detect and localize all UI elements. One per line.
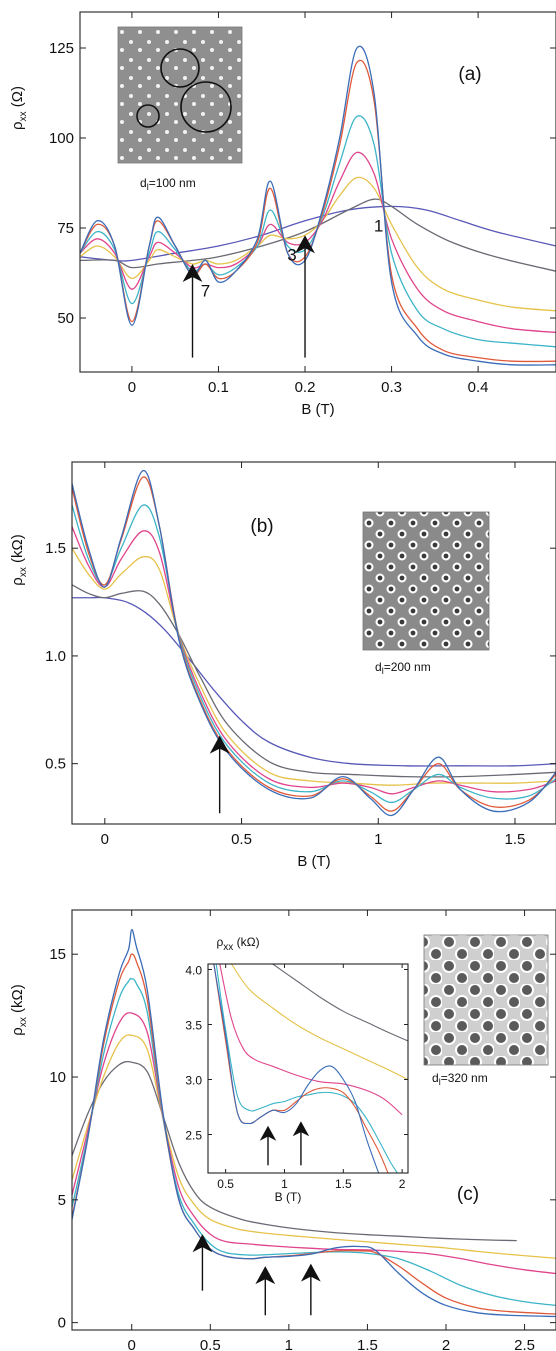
panel-b-xtick-label: 1 <box>374 831 382 848</box>
panel-a-series-group <box>80 45 556 366</box>
panel-a-series-line-7 <box>80 205 556 262</box>
panel-a-tag: (a) <box>458 64 481 85</box>
panel-c-inset-ytick-label: 3.5 <box>185 1019 202 1033</box>
panel-a-ytick-label: 75 <box>57 220 74 237</box>
panel-c-arrow <box>300 1263 321 1316</box>
panel-c-frame <box>71 909 556 1331</box>
panel-a-series-line-6 <box>80 198 556 272</box>
panel-a-frame <box>79 11 556 373</box>
panel-c-inset-series-line-4 <box>219 964 403 1116</box>
panel-c-xtick-label: 2 <box>442 1337 450 1351</box>
panel-c-arrow <box>192 1234 213 1291</box>
panel-c-ytick-label: 15 <box>49 946 66 963</box>
panel-a-sem-label: dl=100 nm <box>140 176 196 192</box>
panel-a-xlabel: B (T) <box>301 401 334 418</box>
panel-a-annotation: 1 <box>374 217 383 236</box>
panel-c-xtick-label: 0 <box>128 1337 136 1351</box>
panel-a-ytick-label: 100 <box>49 130 74 147</box>
panel-a-series-line-3 <box>80 115 556 348</box>
panel-c-series-line-1 <box>72 928 556 1318</box>
panel-b-arrow <box>209 735 230 814</box>
panel-c-inset-arrow <box>259 1125 277 1166</box>
panel-c-series-line-5 <box>72 1034 556 1259</box>
panel-c-series-line-6 <box>72 1061 517 1242</box>
panel-a-annotation: 7 <box>201 281 210 300</box>
panel-c-inset-xlabel: B (T) <box>275 1190 302 1204</box>
panel-c-xtick-label: 1 <box>285 1337 293 1351</box>
panel-c-ytick-label: 0 <box>58 1315 66 1332</box>
panel-c-ytick-label: 5 <box>58 1192 66 1209</box>
panel-b-xtick-label: 0.5 <box>231 831 252 848</box>
panel-c-tag: (c) <box>457 1184 479 1205</box>
panel-a-ylabel: ρxx (Ω) <box>9 86 29 130</box>
panel-c-inset-xtick-label: 2 <box>399 1177 406 1191</box>
panel-b-ylabel: ρxx (kΩ) <box>9 534 29 585</box>
panel-c-series-line-4 <box>72 1012 556 1275</box>
panel-b-series-line-1 <box>72 469 556 817</box>
panel-c-xtick-label: 0.5 <box>200 1337 221 1351</box>
panel-c-inset-xtick-label: 0.5 <box>217 1177 234 1191</box>
panel-c-inset-ytick-label: 3.0 <box>185 1074 202 1088</box>
panel-a-annotation: 3 <box>287 245 296 264</box>
panel-a-sem-circle <box>160 48 200 88</box>
panel-c: 0 0.5 1 1.5 2 2.5 0 5 10 15 B (T) ρxx (kΩ) (c) dl=320… <box>9 909 556 1351</box>
panel-c-ylabel: ρxx (kΩ) <box>9 984 29 1035</box>
panel-c-inset-ylabel: ρxx (kΩ) <box>216 935 259 953</box>
panel-c-arrow <box>255 1266 276 1316</box>
panel-a-sem-image <box>117 26 243 164</box>
panel-b-series-line-5 <box>72 547 556 786</box>
panel-b-ytick-label: 0.5 <box>45 756 66 773</box>
panel-c-xtick-label: 2.5 <box>514 1337 535 1351</box>
panel-a-xtick-label: 0.2 <box>295 379 316 396</box>
panel-c-inset-series-line-5 <box>231 964 408 1080</box>
panel-b-frame <box>71 461 556 825</box>
panel-c-inset-ytick-label: 4.0 <box>185 964 202 978</box>
panel-c-inset-arrow <box>292 1121 310 1166</box>
panel-c-inset-series-line-1 <box>213 964 380 1173</box>
panel-c-inset-ytick-label: 2.5 <box>185 1129 202 1143</box>
panel-a: 0 0.1 0.2 0.3 0.4 50 75 100 125 B (T) ρxx (Ω) (a) 1 3… <box>9 11 556 418</box>
panel-b-sem-label: dl=200 nm <box>375 660 431 676</box>
panel-b-xtick-label: 1.5 <box>505 831 526 848</box>
panel-b-xtick-label: 0 <box>101 831 109 848</box>
panel-a-ytick-label: 50 <box>57 310 74 327</box>
panel-b-series-line-2 <box>72 476 556 812</box>
panel-b-xlabel: B (T) <box>297 853 330 870</box>
panel-c-ytick-label: 10 <box>49 1069 66 1086</box>
panel-b: 0 0.5 1 1.5 0.5 1.0 1.5 B (T) ρxx (kΩ) (b) dl=200 … <box>9 461 556 870</box>
panel-c-inset-plot: 0.5 1 1.5 2 2.5 3.0 3.5 4.0 B (T) ρxx (kΩ) <box>185 935 409 1204</box>
panel-c-sem-label: dl=320 nm <box>432 1071 488 1087</box>
panel-b-tag: (b) <box>250 516 273 537</box>
panel-c-inset-series-group <box>213 964 408 1173</box>
panel-b-ytick-label: 1.5 <box>45 540 66 557</box>
panel-a-series-line-1 <box>80 45 556 366</box>
panel-a-xtick-label: 0.4 <box>468 379 489 396</box>
panel-c-inset-frame <box>207 963 409 1174</box>
panel-b-series-group <box>72 469 556 817</box>
panel-a-arrow <box>182 264 203 358</box>
panel-c-series-group <box>72 928 556 1318</box>
panel-a-series-line-4 <box>80 151 556 334</box>
panel-a-xtick-label: 0 <box>128 379 136 396</box>
panel-c-inset-xtick-label: 1 <box>281 1177 288 1191</box>
panel-c-inset-series-line-6 <box>272 964 408 1042</box>
panel-c-inset-xtick-label: 1.5 <box>335 1177 352 1191</box>
panel-b-sem-image <box>362 511 490 651</box>
panel-a-series-line-5 <box>80 176 556 312</box>
panel-a-xtick-label: 0.1 <box>208 379 229 396</box>
panel-b-ytick-label: 1.0 <box>45 648 66 665</box>
panel-a-sem-circle <box>136 104 160 128</box>
panel-c-inset-series-line-3 <box>215 964 398 1173</box>
panel-c-series-line-3 <box>72 977 556 1307</box>
panel-a-ytick-label: 125 <box>49 40 74 57</box>
panel-a-xtick-label: 0.3 <box>381 379 402 396</box>
panel-c-xtick-label: 1.5 <box>357 1337 378 1351</box>
panel-c-sem-image <box>423 934 549 1066</box>
panel-a-sem-circle <box>180 81 232 133</box>
panel-a-arrow <box>295 235 315 358</box>
